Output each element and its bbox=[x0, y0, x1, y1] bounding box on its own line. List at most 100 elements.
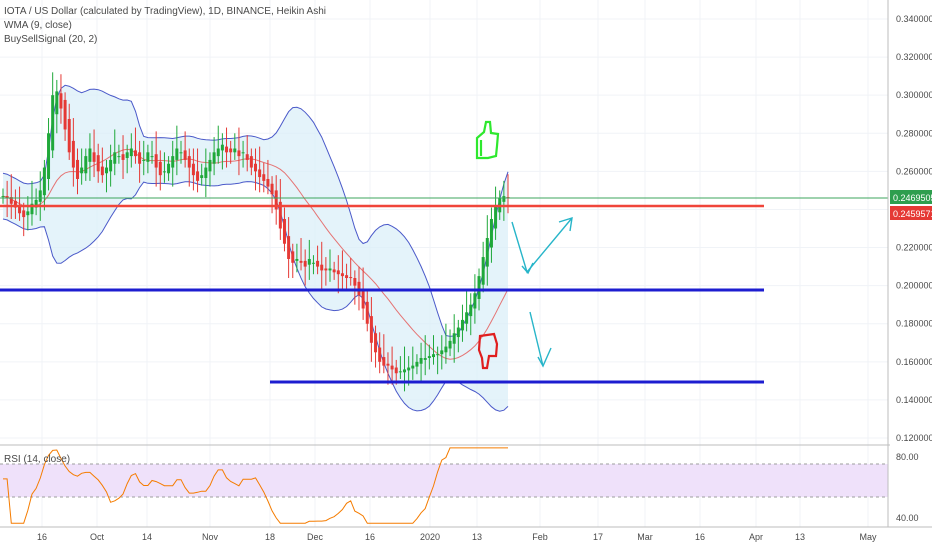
candle-body bbox=[398, 371, 402, 373]
candle-body bbox=[299, 260, 303, 263]
candle-body bbox=[502, 196, 506, 202]
candle-body bbox=[237, 150, 241, 157]
candle-body bbox=[133, 150, 137, 157]
candle-body bbox=[295, 258, 299, 261]
candle-body bbox=[5, 196, 9, 199]
candle-body bbox=[423, 358, 427, 360]
rsi-tick-40: 40.00 bbox=[896, 513, 919, 523]
candle-body bbox=[494, 205, 498, 229]
candle-body bbox=[125, 152, 129, 159]
time-axis[interactable]: 16 Oct 14 Nov 18 Dec 16 2020 13 Feb 17 Mar 16 Apr 13 Ma… bbox=[37, 532, 877, 542]
candle-body bbox=[444, 346, 448, 353]
candle-body bbox=[42, 167, 46, 196]
candle-body bbox=[311, 262, 315, 264]
last-price-label: 0.24695053 bbox=[893, 193, 932, 203]
candle-body bbox=[365, 301, 369, 324]
time-tick-label: May bbox=[859, 532, 877, 542]
time-tick-label: Feb bbox=[532, 532, 548, 542]
candle-body bbox=[129, 148, 133, 157]
candle-body bbox=[249, 156, 253, 168]
candle-body bbox=[167, 163, 171, 174]
time-tick-label: Apr bbox=[749, 532, 763, 542]
candle-body bbox=[382, 357, 386, 366]
time-tick-label: 16 bbox=[365, 532, 375, 542]
candle-body bbox=[204, 167, 208, 179]
time-tick-label: 16 bbox=[695, 532, 705, 542]
time-tick-label: 13 bbox=[795, 532, 805, 542]
candle-body bbox=[88, 148, 92, 162]
price-tick-label: 0.16000000 bbox=[896, 357, 932, 367]
candle-body bbox=[254, 163, 257, 172]
candle-body bbox=[84, 156, 88, 174]
chart-grid bbox=[0, 0, 888, 527]
candle-body bbox=[324, 268, 328, 271]
thumbs-down-icon[interactable] bbox=[477, 332, 499, 370]
candle-body bbox=[241, 152, 245, 154]
candle-body bbox=[469, 304, 473, 317]
candle-body bbox=[262, 174, 266, 181]
candle-body bbox=[47, 133, 51, 179]
candle-body bbox=[196, 171, 200, 181]
price-tick-label: 0.32000000 bbox=[896, 52, 932, 62]
candle-body bbox=[104, 167, 108, 174]
thumbs-up-icon[interactable] bbox=[475, 120, 500, 160]
candle-body bbox=[345, 275, 349, 279]
candle-body bbox=[419, 358, 423, 364]
candle-body bbox=[287, 236, 291, 259]
candle-body bbox=[436, 354, 440, 356]
candle-body bbox=[191, 163, 195, 176]
candle-body bbox=[353, 278, 357, 286]
candle-body bbox=[369, 316, 373, 343]
candle-body bbox=[158, 161, 162, 176]
candle-body bbox=[113, 152, 117, 164]
candle-body bbox=[229, 148, 233, 153]
indicator-wma: WMA (9, close) bbox=[4, 20, 72, 31]
candle-body bbox=[340, 273, 344, 277]
candle-body bbox=[336, 270, 340, 275]
candle-body bbox=[22, 210, 26, 218]
candle-body bbox=[403, 369, 407, 373]
candle-body bbox=[59, 93, 63, 109]
candle-body bbox=[485, 238, 489, 267]
price-tick-label: 0.12000000 bbox=[896, 433, 932, 443]
time-tick-label: Dec bbox=[307, 532, 324, 542]
arrow-up-path bbox=[511, 217, 573, 274]
candle-body bbox=[456, 327, 460, 338]
candle-body bbox=[481, 257, 485, 285]
candle-body bbox=[212, 152, 216, 164]
price-tick-label: 0.20000000 bbox=[896, 281, 932, 291]
projected-down-arrow[interactable] bbox=[529, 311, 552, 368]
candle-body bbox=[146, 152, 150, 162]
candle-body bbox=[328, 268, 332, 271]
candle-body bbox=[121, 154, 125, 160]
candle-body bbox=[386, 363, 390, 366]
price-tick-label: 0.18000000 bbox=[896, 319, 932, 329]
price-tick-label: 0.30000000 bbox=[896, 90, 932, 100]
candle-body bbox=[332, 269, 336, 273]
candle-body bbox=[30, 203, 34, 215]
time-tick-label: 17 bbox=[593, 532, 603, 542]
candle-body bbox=[63, 99, 67, 130]
price-tick-label: 0.28000000 bbox=[896, 128, 932, 138]
candle-body bbox=[274, 190, 278, 210]
price-axis[interactable]: 0.34000000 0.32000000 0.30000000 0.28000000… bbox=[896, 14, 932, 443]
candle-body bbox=[225, 146, 229, 153]
candle-body bbox=[378, 347, 382, 362]
candle-body bbox=[291, 251, 295, 263]
candle-body bbox=[175, 148, 179, 160]
candle-body bbox=[489, 218, 493, 248]
candle-body bbox=[109, 159, 113, 172]
arrow-up-mid-head bbox=[521, 262, 534, 275]
last-price-tag: 0.24695053 bbox=[890, 190, 932, 204]
price-tick-label: 0.22000000 bbox=[896, 243, 932, 253]
projected-up-arrow[interactable] bbox=[511, 217, 573, 275]
candle-body bbox=[394, 367, 398, 374]
candle-body bbox=[18, 205, 22, 214]
candle-body bbox=[320, 264, 324, 271]
candle-body bbox=[460, 319, 464, 331]
candle-body bbox=[183, 150, 187, 160]
candle-body bbox=[208, 159, 212, 172]
candle-body bbox=[96, 155, 100, 172]
arrow-down-path bbox=[529, 311, 544, 367]
